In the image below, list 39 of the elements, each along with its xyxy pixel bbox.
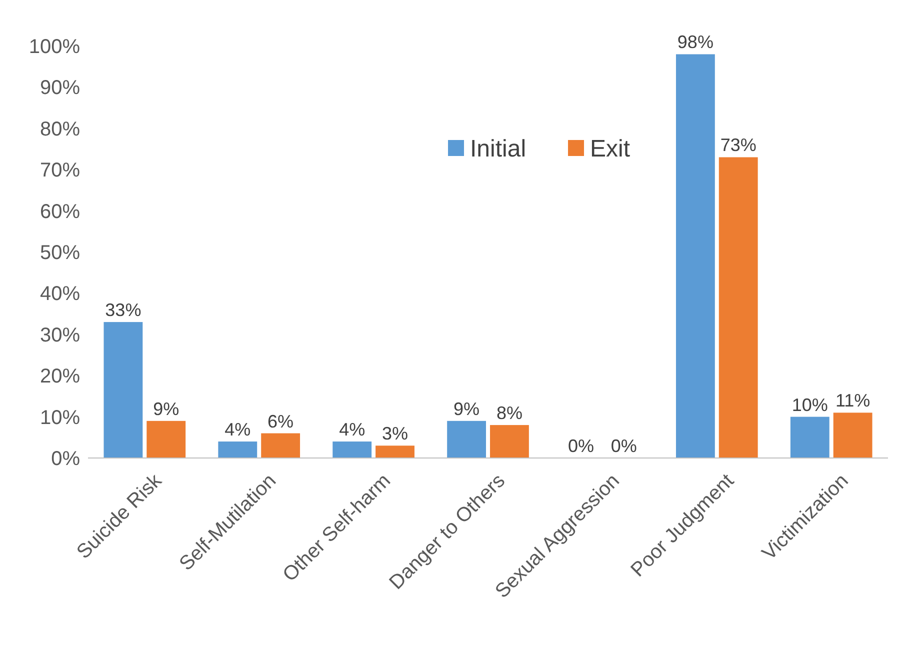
bar — [261, 433, 300, 458]
data-label: 9% — [153, 398, 180, 419]
data-label: 11% — [835, 390, 870, 411]
y-tick-label: 70% — [40, 160, 80, 182]
bar — [676, 54, 715, 458]
bar — [218, 442, 258, 458]
data-label: 73% — [720, 135, 756, 156]
bar — [146, 420, 186, 458]
bar — [833, 412, 872, 458]
data-label: 8% — [496, 403, 522, 424]
data-label: 3% — [382, 424, 408, 444]
data-label: 4% — [224, 420, 251, 440]
y-tick-label: 100% — [28, 36, 80, 58]
bar — [104, 322, 143, 458]
data-label: 0% — [610, 436, 637, 456]
y-tick-label: 90% — [40, 77, 80, 100]
legend-label: Initial — [470, 135, 526, 162]
y-tick-label: 30% — [40, 324, 80, 346]
data-label: 9% — [454, 398, 480, 419]
bar — [790, 416, 830, 458]
bar — [332, 442, 372, 458]
y-tick-label: 40% — [40, 283, 80, 306]
y-tick-label: 10% — [40, 406, 80, 429]
y-tick-label: 60% — [40, 200, 80, 223]
bar — [718, 157, 758, 458]
data-label: 33% — [105, 300, 142, 320]
y-tick-label: 50% — [40, 242, 80, 264]
bar — [490, 425, 529, 458]
bar — [447, 420, 486, 458]
data-label: 6% — [268, 411, 294, 432]
data-label: 4% — [339, 420, 366, 440]
data-label: 0% — [568, 436, 594, 456]
bar — [376, 446, 414, 458]
data-label: 98% — [677, 32, 714, 52]
y-tick-label: 20% — [40, 366, 80, 388]
data-label: 10% — [792, 394, 828, 415]
y-tick-label: 80% — [40, 118, 80, 140]
legend-label: Exit — [590, 135, 630, 162]
y-tick-label: 0% — [51, 448, 80, 470]
